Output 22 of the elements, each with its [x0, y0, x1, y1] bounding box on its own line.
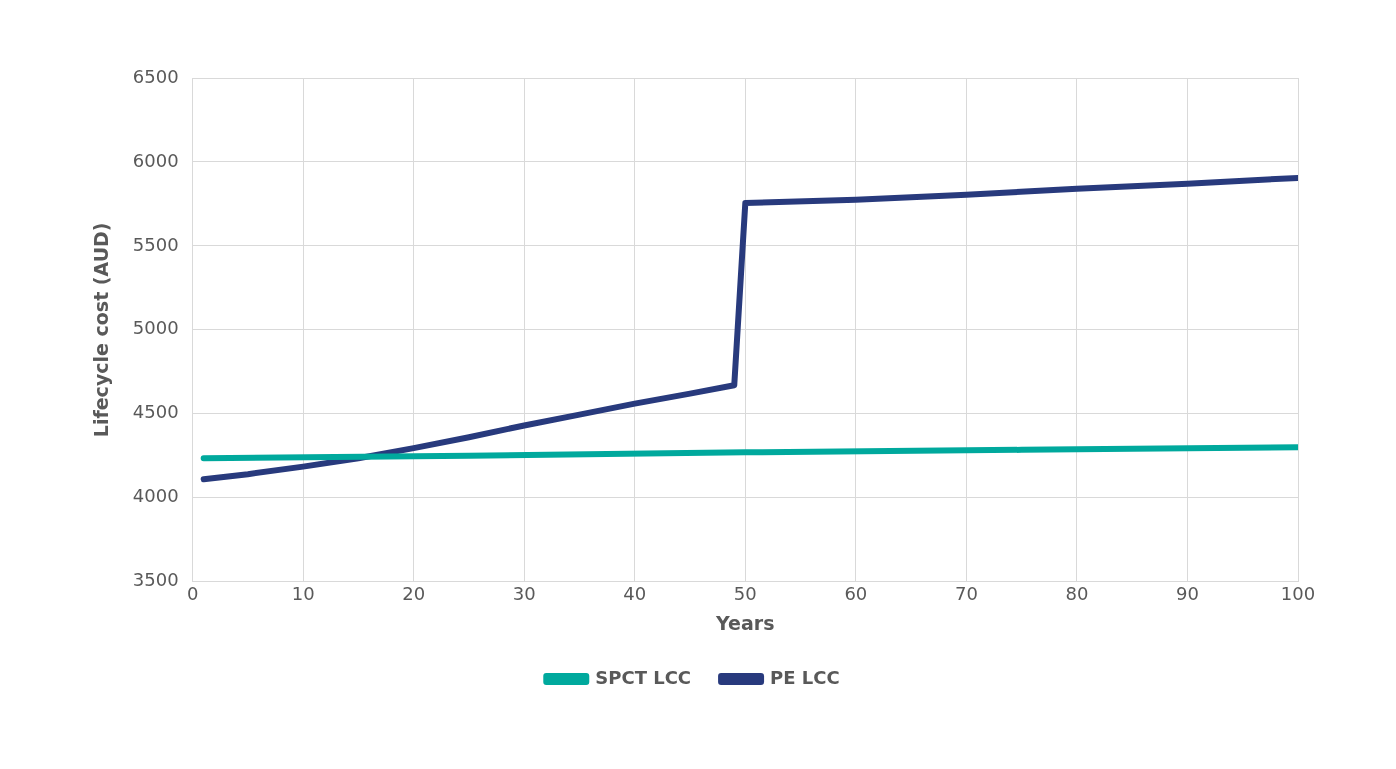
x-tick-label: 50	[733, 583, 757, 605]
y-tick-label: 4500	[132, 401, 179, 423]
x-tick-label: 0	[186, 583, 199, 605]
x-tick-label: 100	[1280, 583, 1316, 605]
x-tick-label: 10	[291, 583, 315, 605]
y-tick-label: 5000	[132, 317, 179, 339]
y-tick-label: 3500	[132, 569, 179, 591]
y-tick-label: 6000	[132, 149, 179, 171]
x-tick-label: 80	[1065, 583, 1089, 605]
x-tick-label: 20	[402, 583, 426, 605]
x-axis-title: Years	[715, 611, 775, 634]
y-axis-title: Lifecycle cost (AUD)	[90, 222, 113, 438]
y-tick-label: 4000	[132, 485, 179, 507]
legend-label: PE LCC	[770, 666, 840, 688]
y-tick-label: 6500	[132, 65, 179, 87]
x-tick-label: 60	[844, 583, 868, 605]
x-tick-label: 30	[512, 583, 536, 605]
y-tick-label: 5500	[132, 233, 179, 255]
legend-label: SPCT LCC	[595, 666, 692, 688]
x-tick-label: 90	[1176, 583, 1199, 605]
x-tick-label: 70	[954, 583, 978, 605]
x-tick-label: 40	[623, 583, 647, 605]
